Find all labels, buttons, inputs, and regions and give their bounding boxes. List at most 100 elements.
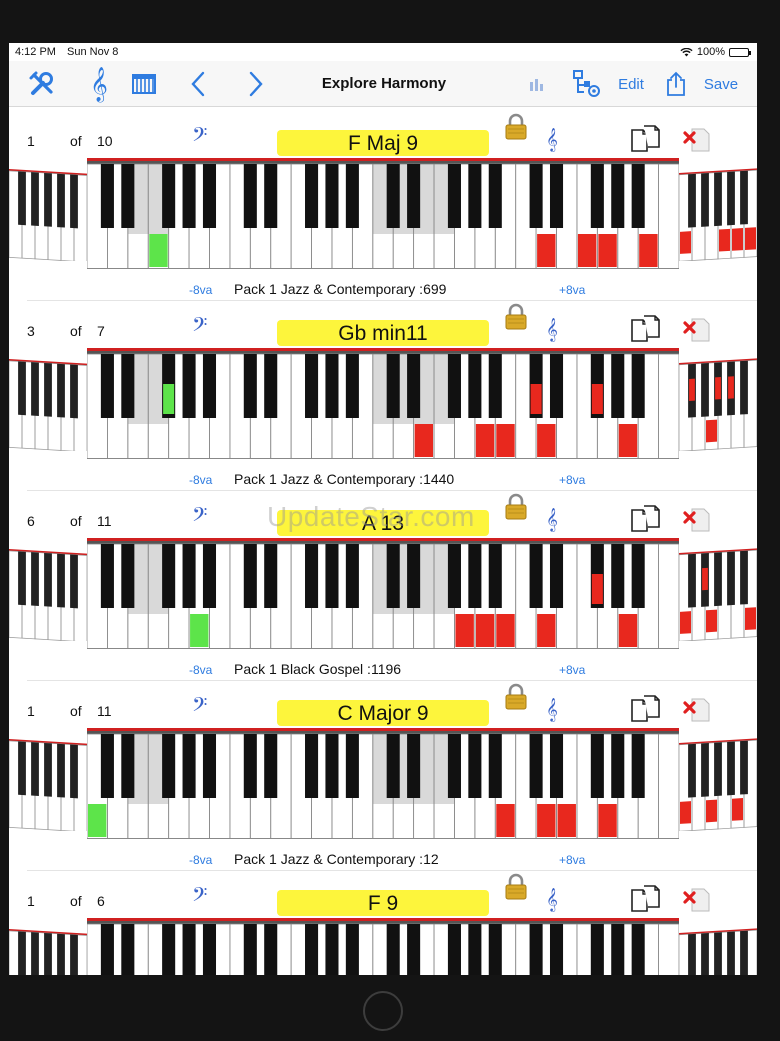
octave-up-button[interactable]: +8va xyxy=(559,663,586,677)
treble-clef-icon[interactable]: 𝄞 xyxy=(546,697,558,721)
octave-down-button[interactable]: -8va xyxy=(189,283,213,297)
bass-clef-icon[interactable]: 𝄢 xyxy=(192,883,208,911)
octave-up-button[interactable]: +8va xyxy=(559,283,586,297)
piano-keyboard[interactable] xyxy=(87,158,679,269)
chord-index: 6 xyxy=(27,513,35,529)
delete-icon[interactable] xyxy=(682,887,712,913)
treble-clef-icon[interactable]: 𝄞 xyxy=(546,317,558,341)
tools-icon[interactable] xyxy=(25,65,59,103)
divider xyxy=(27,680,757,681)
app-screen: 4:12 PM Sun Nov 8 100% 𝄞 xyxy=(9,43,757,975)
battery-icon xyxy=(729,47,751,57)
copy-icon[interactable] xyxy=(629,315,663,343)
keyboard-left-preview xyxy=(9,549,87,641)
octave-down-button[interactable]: -8va xyxy=(189,663,213,677)
chord-index: 1 xyxy=(27,893,35,909)
keyboard-right-preview xyxy=(679,358,757,451)
treble-clef-icon[interactable]: 𝄞 xyxy=(546,507,558,531)
octave-up-button[interactable]: +8va xyxy=(559,473,586,487)
chord-name[interactable]: F Maj 9 xyxy=(277,130,489,156)
divider xyxy=(27,300,757,301)
chord-name[interactable]: F 9 xyxy=(277,890,489,916)
keyboard-right-preview xyxy=(679,738,757,831)
keyboard-left-preview xyxy=(9,169,87,261)
octave-down-button[interactable]: -8va xyxy=(189,473,213,487)
chord-index: 1 xyxy=(27,703,35,719)
lock-icon[interactable] xyxy=(504,113,528,141)
chord-name[interactable]: A 13 xyxy=(277,510,489,536)
chord-name[interactable]: C Major 9 xyxy=(277,700,489,726)
of-label: of xyxy=(70,133,82,149)
keyboard-left-preview xyxy=(9,359,87,451)
status-right: 100% xyxy=(680,46,751,58)
bass-clef-icon[interactable]: 𝄢 xyxy=(192,313,208,341)
keyboard-left-preview xyxy=(9,739,87,831)
treble-clef-icon[interactable]: 𝄞 xyxy=(546,887,558,911)
pack-label: Pack 1 Jazz & Contemporary :1440 xyxy=(234,471,455,487)
octave-up-button[interactable]: +8va xyxy=(559,853,586,867)
keyboard-icon[interactable] xyxy=(131,65,157,103)
chord-section: 3 of 7 𝄢 Gb min11 𝄞 -8va Pack 1 Jazz & C… xyxy=(9,303,757,493)
lock-icon[interactable] xyxy=(504,873,528,901)
piano-keyboard[interactable] xyxy=(87,538,679,649)
divider xyxy=(27,870,757,871)
piano-keyboard[interactable] xyxy=(87,918,679,975)
home-button[interactable] xyxy=(363,991,403,1031)
chord-section: 1 of 10 𝄢 F Maj 9 𝄞 -8va Pack 1 Jazz & C… xyxy=(9,113,757,303)
delete-icon[interactable] xyxy=(682,697,712,723)
of-label: of xyxy=(70,893,82,909)
piano-keyboard[interactable] xyxy=(87,728,679,839)
save-button[interactable]: Save xyxy=(703,75,739,93)
forward-arrow-icon[interactable] xyxy=(245,65,267,103)
bass-clef-icon[interactable]: 𝄢 xyxy=(192,123,208,151)
chord-index: 3 xyxy=(27,323,35,339)
pack-label: Pack 1 Jazz & Contemporary :12 xyxy=(234,851,439,867)
delete-icon[interactable] xyxy=(682,127,712,153)
bar-chart-icon[interactable] xyxy=(527,65,547,103)
page-title: Explore Harmony xyxy=(321,75,447,92)
bass-clef-icon[interactable]: 𝄢 xyxy=(192,503,208,531)
keyboard-right-preview xyxy=(679,548,757,641)
status-bar: 4:12 PM Sun Nov 8 100% xyxy=(9,43,757,61)
copy-icon[interactable] xyxy=(629,885,663,913)
of-label: of xyxy=(70,323,82,339)
share-icon[interactable] xyxy=(664,65,688,103)
octave-down-button[interactable]: -8va xyxy=(189,853,213,867)
chord-total: 10 xyxy=(97,133,113,149)
chord-section: 6 of 11 𝄢 A 13 𝄞 -8va Pack 1 Black Gospe… xyxy=(9,493,757,683)
of-label: of xyxy=(70,513,82,529)
chord-total: 11 xyxy=(97,513,112,529)
chord-total: 6 xyxy=(97,893,105,909)
treble-clef-icon[interactable]: 𝄞 xyxy=(546,127,558,151)
chord-section: 1 of 11 𝄢 C Major 9 𝄞 -8va Pack 1 Jazz &… xyxy=(9,683,757,873)
delete-icon[interactable] xyxy=(682,507,712,533)
copy-icon[interactable] xyxy=(629,125,663,153)
bass-clef-icon[interactable]: 𝄢 xyxy=(192,693,208,721)
keyboard-right-preview xyxy=(679,928,757,975)
chord-total: 11 xyxy=(97,703,112,719)
copy-icon[interactable] xyxy=(629,695,663,723)
of-label: of xyxy=(70,703,82,719)
divider xyxy=(27,490,757,491)
chord-section: 1 of 6 𝄢 F 9 𝄞 xyxy=(9,873,757,975)
pack-label: Pack 1 Black Gospel :1196 xyxy=(234,661,402,677)
toolbar: 𝄞 Explore Harmony xyxy=(9,61,757,107)
piano-keyboard[interactable] xyxy=(87,348,679,459)
wifi-icon xyxy=(680,47,693,56)
status-date: Sun Nov 8 xyxy=(67,46,119,58)
delete-icon[interactable] xyxy=(682,317,712,343)
chord-name[interactable]: Gb min11 xyxy=(277,320,489,346)
back-arrow-icon[interactable] xyxy=(187,65,209,103)
chord-total: 7 xyxy=(97,323,105,339)
keyboard-right-preview xyxy=(679,168,757,261)
edit-button[interactable]: Edit xyxy=(618,75,644,93)
status-time: 4:12 PM xyxy=(15,46,56,58)
hierarchy-settings-icon[interactable] xyxy=(569,65,603,103)
battery-percent: 100% xyxy=(696,46,725,58)
lock-icon[interactable] xyxy=(504,683,528,711)
lock-icon[interactable] xyxy=(504,303,528,331)
lock-icon[interactable] xyxy=(504,493,528,521)
copy-icon[interactable] xyxy=(629,505,663,533)
keyboard-left-preview xyxy=(9,929,87,975)
treble-clef-icon[interactable]: 𝄞 xyxy=(90,66,108,102)
